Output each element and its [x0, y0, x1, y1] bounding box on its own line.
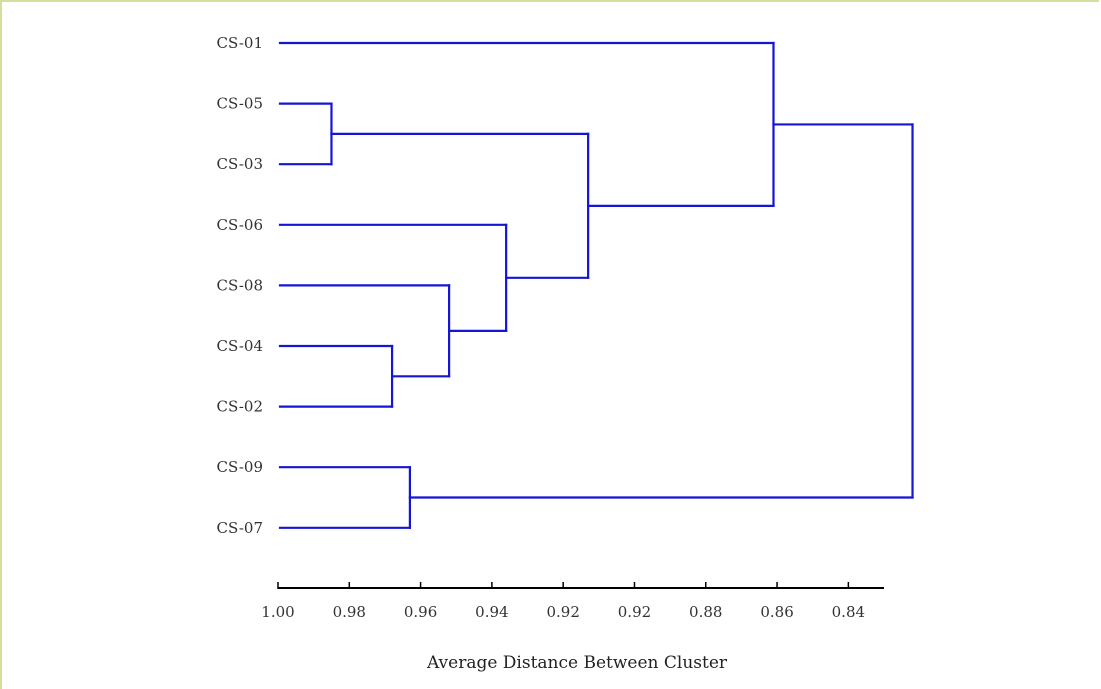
- x-axis-ticks: 1.00 0.98 0.96 0.94 0.92 0.92 0.88 0.86 0.84: [261, 582, 865, 621]
- leaf-label: CS-06: [217, 216, 263, 234]
- x-axis-title: Average Distance Between Cluster: [426, 653, 728, 673]
- leaf-label: CS-09: [217, 458, 263, 476]
- x-tick-label: 0.86: [760, 603, 793, 621]
- x-tick-label: 0.88: [689, 603, 722, 621]
- x-tick-label: 0.98: [333, 603, 366, 621]
- leaf-labels: CS-01 CS-05 CS-03 CS-06 CS-08 CS-04 CS-02 CS-09…: [217, 34, 263, 537]
- x-tick-label: 0.94: [475, 603, 508, 621]
- leaf-label: CS-07: [217, 519, 263, 537]
- x-tick-label: 0.92: [618, 603, 651, 621]
- x-axis: 1.00 0.98 0.96 0.94 0.92 0.92 0.88 0.86 0.84: [261, 582, 884, 621]
- leaf-label: CS-03: [217, 155, 263, 173]
- leaf-label: CS-05: [217, 95, 263, 113]
- x-tick-label: 0.84: [832, 603, 865, 621]
- x-tick-label: 0.92: [546, 603, 579, 621]
- x-tick-label: 1.00: [261, 603, 294, 621]
- dendrogram-links: [278, 41, 914, 529]
- leaf-label: CS-04: [217, 337, 263, 355]
- leaf-label: CS-01: [217, 34, 263, 52]
- leaf-label: CS-02: [217, 398, 263, 416]
- leaf-label: CS-08: [217, 276, 263, 294]
- x-tick-label: 0.96: [404, 603, 437, 621]
